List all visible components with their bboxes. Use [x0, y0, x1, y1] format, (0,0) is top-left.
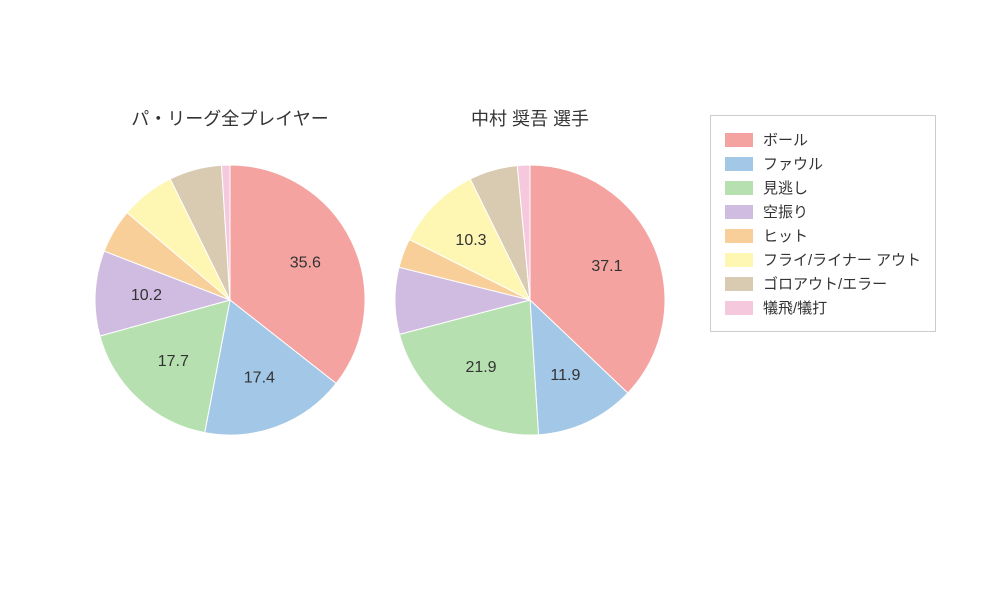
legend-swatch-sac	[725, 301, 753, 315]
slice-label-ball: 37.1	[591, 258, 622, 275]
slice-label-swing_miss: 10.2	[131, 287, 162, 304]
pie-title-player: 中村 奨吾 選手	[380, 105, 680, 131]
legend-label-hit: ヒット	[763, 225, 808, 246]
pie-chart-league: 35.6 17.4 17.7 10.2	[75, 145, 385, 455]
figure-container: パ・リーグ全プレイヤー 中村 奨吾 選手 35.6 17.4 17.7 10.2 37…	[0, 0, 1000, 600]
legend-item-ground_err: ゴロアウト/エラー	[725, 273, 921, 294]
legend-label-fly_liner: フライ/ライナー アウト	[763, 249, 921, 270]
slice-label-fly_liner: 10.3	[455, 232, 486, 249]
legend-swatch-hit	[725, 229, 753, 243]
legend-item-swing_miss: 空振り	[725, 201, 921, 222]
pie-chart-player: 37.1 11.9 21.9 10.3	[375, 145, 685, 455]
legend-swatch-foul	[725, 157, 753, 171]
legend-item-sac: 犠飛/犠打	[725, 297, 921, 318]
legend-item-foul: ファウル	[725, 153, 921, 174]
legend: ボールファウル見逃し空振りヒットフライ/ライナー アウトゴロアウト/エラー犠飛/…	[710, 115, 936, 332]
legend-item-looking: 見逃し	[725, 177, 921, 198]
legend-item-fly_liner: フライ/ライナー アウト	[725, 249, 921, 270]
legend-label-foul: ファウル	[763, 153, 823, 174]
legend-swatch-ground_err	[725, 277, 753, 291]
slice-label-looking: 21.9	[465, 359, 496, 376]
pie-title-league: パ・リーグ全プレイヤー	[80, 105, 380, 131]
slice-label-ball: 35.6	[290, 255, 321, 272]
legend-item-hit: ヒット	[725, 225, 921, 246]
slice-label-foul: 11.9	[550, 367, 580, 384]
legend-label-looking: 見逃し	[763, 177, 808, 198]
slice-label-foul: 17.4	[244, 370, 275, 387]
legend-swatch-fly_liner	[725, 253, 753, 267]
slice-label-looking: 17.7	[158, 353, 189, 370]
legend-item-ball: ボール	[725, 129, 921, 150]
legend-swatch-swing_miss	[725, 205, 753, 219]
legend-label-sac: 犠飛/犠打	[763, 297, 827, 318]
legend-label-swing_miss: 空振り	[763, 201, 808, 222]
legend-swatch-looking	[725, 181, 753, 195]
legend-label-ball: ボール	[763, 129, 808, 150]
legend-swatch-ball	[725, 133, 753, 147]
legend-label-ground_err: ゴロアウト/エラー	[763, 273, 887, 294]
